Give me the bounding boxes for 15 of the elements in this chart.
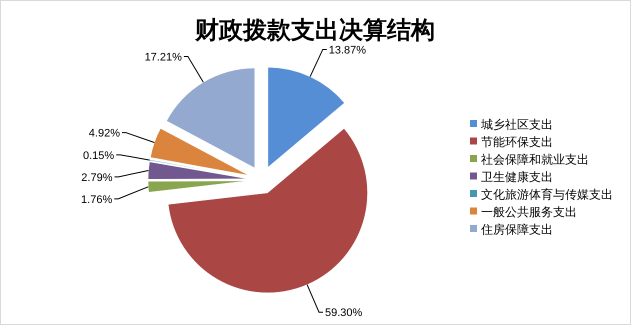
- data-label: 13.87%: [328, 44, 366, 56]
- legend-label: 城乡社区支出: [480, 118, 553, 132]
- legend-label: 节能环保支出: [481, 135, 553, 149]
- data-label: 0.15%: [83, 150, 114, 162]
- data-label: 59.30%: [325, 307, 363, 320]
- legend-label: 一般公共服务支出: [481, 205, 577, 219]
- data-label: 4.92%: [88, 128, 120, 140]
- legend-label: 社会保障和就业支出: [481, 152, 589, 166]
- data-label: 1.76%: [81, 194, 112, 206]
- legend-label: 住房保障支出: [480, 222, 553, 236]
- data-label: 2.79%: [81, 172, 113, 184]
- chart-title: 财政拨款支出决算结构: [194, 17, 435, 44]
- legend-label: 卫生健康支出: [481, 170, 553, 184]
- data-label: 17.21%: [144, 52, 182, 64]
- legend-label: 文化旅游体育与传媒支出: [481, 188, 613, 202]
